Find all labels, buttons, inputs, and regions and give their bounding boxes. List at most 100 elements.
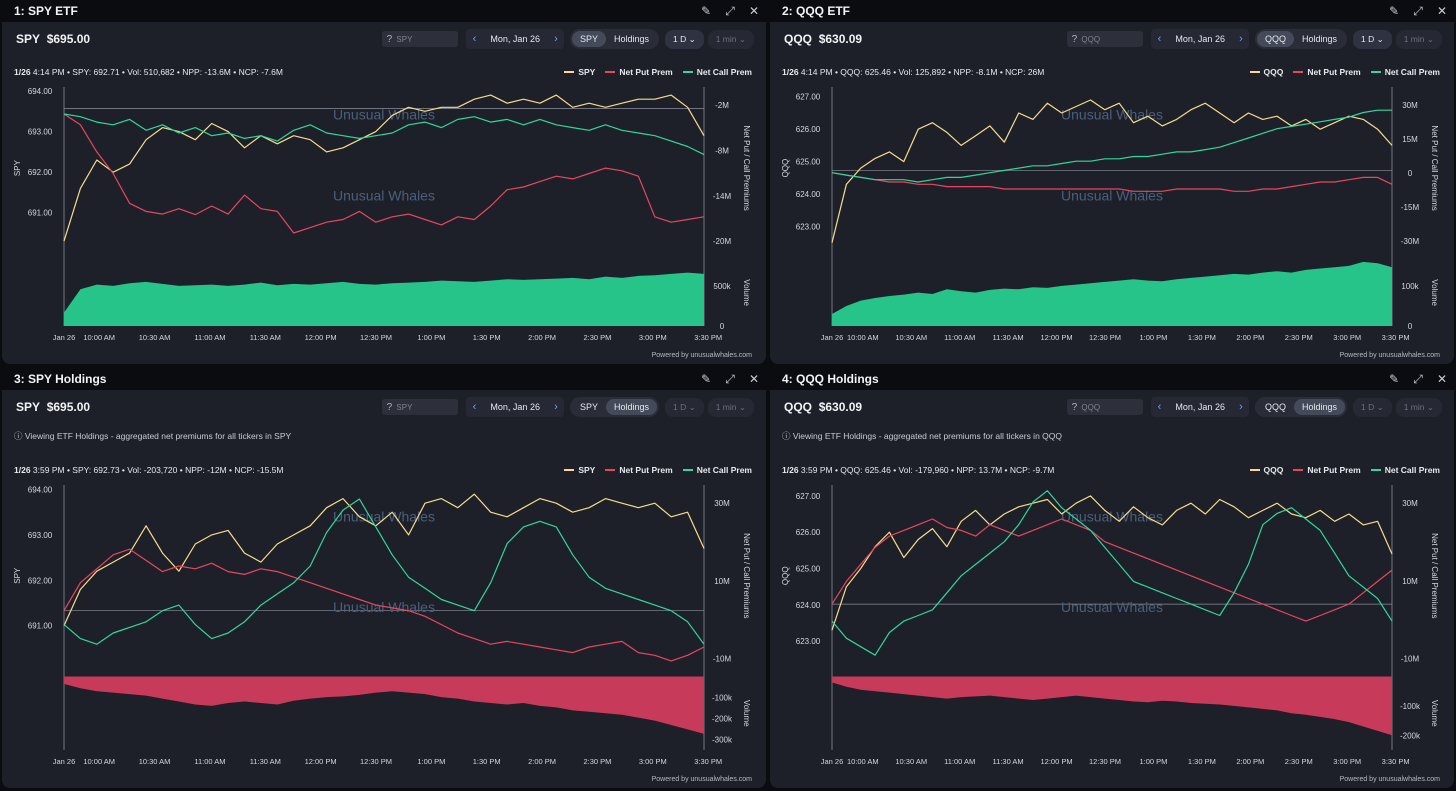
y-tick-label: 693.00 (28, 128, 53, 137)
x-tick-label: 2:30 PM (583, 757, 611, 766)
timeframe-select[interactable]: 1 D ⌄ (1353, 397, 1392, 417)
close-icon[interactable]: ✕ (1436, 4, 1448, 18)
series-line-price[interactable] (63, 493, 705, 626)
date-label[interactable]: Mon, Jan 26 (1175, 402, 1225, 412)
toggle-etf[interactable]: QQQ (1256, 31, 1294, 47)
timeframe-select[interactable]: 1 D ⌄ (665, 397, 704, 417)
powered-by[interactable]: Powered by unusualwhales.com (651, 776, 752, 783)
legend-legend_put[interactable]: Net Put Prem (605, 67, 673, 77)
timeframe-value: 1 D (673, 33, 687, 44)
ticker-symbol: QQQ (784, 400, 813, 414)
close-icon[interactable]: ✕ (1436, 372, 1448, 386)
interval-select[interactable]: 1 min ⌄ (707, 29, 754, 49)
legend-ticker[interactable]: SPY (564, 67, 595, 77)
chart[interactable]: 694.00 693.00 692.00 691.00 30M 10M -10M SPY Net… (2, 479, 766, 772)
legend-legend_call[interactable]: Net Call Prem (1370, 465, 1440, 475)
powered-by[interactable]: Powered by unusualwhales.com (1339, 776, 1440, 783)
expand-icon[interactable]: ⤢ (725, 3, 735, 18)
chevron-left-icon[interactable]: ‹ (472, 401, 477, 413)
search-input[interactable]: ? QQQ (1067, 399, 1144, 415)
legend-legend_call[interactable]: Net Call Prem (682, 465, 752, 475)
search-input[interactable]: ? QQQ (1067, 31, 1144, 47)
x-tick-label: 1:30 PM (1188, 333, 1216, 342)
x-tick-label: 11:30 AM (993, 757, 1024, 766)
series-line-net-put-prem[interactable] (63, 548, 705, 662)
expand-icon[interactable]: ⤢ (1413, 371, 1423, 386)
date-label[interactable]: Mon, Jan 26 (490, 34, 540, 44)
close-icon[interactable]: ✕ (748, 4, 760, 18)
toggle-holdings[interactable]: Holdings (1301, 34, 1337, 44)
chevron-right-icon[interactable]: › (1239, 401, 1243, 413)
series-line-net-call-prem[interactable] (63, 113, 705, 156)
legend-legend_call[interactable]: Net Call Prem (682, 67, 752, 77)
toggle-holdings[interactable]: Holdings (605, 399, 657, 415)
interval-select[interactable]: 1 min ⌄ (1395, 29, 1442, 49)
powered-by[interactable]: Powered by unusualwhales.com (1339, 352, 1440, 359)
y2-tick-label: 0 (1408, 169, 1413, 178)
chart-legend: QQQ Net Put Prem Net Call Prem (1249, 465, 1440, 475)
series-line-net-put-prem[interactable] (831, 172, 1393, 192)
legend-legend_put[interactable]: Net Put Prem (1293, 465, 1361, 475)
control-row: QQQ $630.09? QQQ ‹ Mon, Jan 26 › QQQ Holdings 1… (770, 390, 1454, 424)
edit-icon[interactable]: ✎ (700, 4, 712, 18)
date-label[interactable]: Mon, Jan 26 (1175, 34, 1225, 44)
chart[interactable]: 627.00 626.00 625.00 624.00 623.00 30M 15M 0 -15… (770, 81, 1454, 348)
series-line-price[interactable] (831, 99, 1393, 243)
search-input[interactable]: ? SPY (382, 399, 459, 415)
interval-select[interactable]: 1 min ⌄ (707, 397, 754, 417)
sep: • (226, 465, 235, 475)
search-placeholder: SPY (396, 34, 413, 44)
info-time: 4:14 PM (800, 67, 833, 77)
edit-icon[interactable]: ✎ (1388, 4, 1400, 18)
legend-ticker[interactable]: QQQ (1249, 67, 1283, 77)
chevron-right-icon[interactable]: › (554, 33, 558, 45)
interval-select[interactable]: 1 min ⌄ (1395, 397, 1442, 417)
toggle-etf[interactable]: SPY (571, 31, 606, 47)
toggle-etf[interactable]: SPY (579, 402, 598, 412)
legend-legend_put[interactable]: Net Put Prem (1293, 67, 1361, 77)
chart[interactable]: 694.00 693.00 692.00 691.00 -2M -8M -14M -20M SP… (2, 81, 766, 348)
legend-legend_put[interactable]: Net Put Prem (605, 465, 673, 475)
y-tick-label: 625.00 (796, 158, 821, 167)
chevron-left-icon[interactable]: ‹ (1157, 33, 1162, 45)
powered-by[interactable]: Powered by unusualwhales.com (651, 352, 752, 359)
series-line-price[interactable] (831, 495, 1393, 631)
sep: • (174, 67, 183, 77)
volume-area (832, 261, 1392, 326)
x-tick-label: 2:30 PM (583, 333, 611, 342)
close-icon[interactable]: ✕ (748, 372, 760, 386)
y2-tick-label: -2M (715, 101, 729, 110)
series-line-net-call-prem[interactable] (63, 498, 705, 645)
series-line-net-call-prem[interactable] (831, 490, 1393, 656)
legend-ticker[interactable]: SPY (564, 465, 595, 475)
series-line-net-put-prem[interactable] (831, 518, 1393, 622)
toggle-holdings[interactable]: Holdings (1293, 399, 1345, 415)
edit-icon[interactable]: ✎ (1388, 372, 1400, 386)
legend-swatch (1249, 469, 1260, 471)
search-input[interactable]: ? SPY (382, 31, 459, 47)
legend-swatch (682, 469, 693, 471)
chevron-right-icon[interactable]: › (554, 401, 558, 413)
series-line-net-put-prem[interactable] (63, 113, 705, 234)
chevron-right-icon[interactable]: › (1239, 33, 1243, 45)
interval-value: 1 min (1403, 33, 1425, 44)
chevron-left-icon[interactable]: ‹ (1157, 401, 1162, 413)
series-line-price[interactable] (63, 94, 705, 242)
chart[interactable]: 627.00 626.00 625.00 624.00 623.00 30M 10M -10M… (770, 479, 1454, 772)
legend-ticker[interactable]: QQQ (1249, 465, 1283, 475)
legend-legend_call[interactable]: Net Call Prem (1370, 67, 1440, 77)
expand-icon[interactable]: ⤢ (725, 371, 735, 386)
watermark: Unusual Whales (333, 106, 435, 122)
date-label[interactable]: Mon, Jan 26 (490, 402, 540, 412)
expand-icon[interactable]: ⤢ (1413, 3, 1423, 18)
timeframe-select[interactable]: 1 D ⌄ (1353, 29, 1392, 49)
series-line-net-call-prem[interactable] (831, 109, 1392, 183)
toggle-holdings[interactable]: Holdings (613, 34, 649, 44)
timeframe-select[interactable]: 1 D ⌄ (665, 29, 704, 49)
edit-icon[interactable]: ✎ (700, 372, 712, 386)
panel-title: 2: QQQ ETF (782, 4, 851, 18)
toggle-etf[interactable]: QQQ (1264, 402, 1286, 412)
chevron-left-icon[interactable]: ‹ (472, 33, 477, 45)
x-tick-label: Jan 26 (53, 333, 76, 342)
legend-swatch (1293, 469, 1304, 471)
